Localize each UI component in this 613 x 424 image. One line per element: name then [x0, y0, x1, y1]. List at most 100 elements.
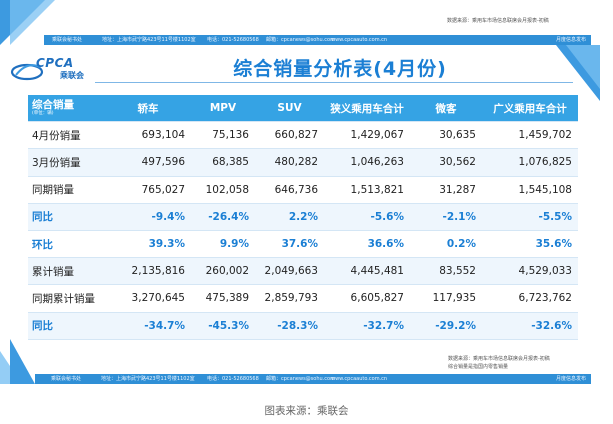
row-label: 环比: [28, 230, 105, 259]
table-cell: 765,027: [105, 176, 191, 204]
table-cell: 693,104: [105, 121, 191, 150]
table-cell: 2,049,663: [255, 257, 324, 286]
table-cell: -5.6%: [324, 203, 410, 231]
table-row: 3月份销量 497,596 68,385 480,282 1,046,263 30,562…: [28, 148, 578, 177]
table-cell: 2.2%: [255, 203, 324, 231]
table-cell: -45.3%: [191, 312, 255, 340]
table-cell: -32.6%: [482, 312, 578, 340]
table-cell: 9.9%: [191, 230, 255, 259]
row-label: 同期销量: [28, 176, 105, 204]
title-divider: [95, 82, 573, 83]
row-label: 3月份销量: [28, 148, 105, 177]
table-cell: 1,545,108: [482, 176, 578, 204]
table-cell: 660,827: [255, 121, 324, 150]
footer-phone: 电话：021-52680568: [207, 376, 259, 382]
table-cell: 475,389: [191, 284, 255, 313]
row-label: 同比: [28, 203, 105, 231]
data-source-top: 数据来源：乘用车市场信息联席会月报表-初稿: [447, 18, 549, 24]
table-cell: 6,605,827: [324, 284, 410, 313]
table-cell: -29.2%: [410, 312, 482, 340]
table-cell: 1,076,825: [482, 148, 578, 177]
table-cell: 37.6%: [255, 230, 324, 259]
row-label: 累计销量: [28, 257, 105, 286]
column-header: 狭义乘用车合计: [324, 95, 410, 123]
header-email: 邮箱：cpcanews@sohu.com: [266, 37, 335, 43]
row-label: 4月份销量: [28, 121, 105, 150]
table-cell: 4,445,481: [324, 257, 410, 286]
cpca-logo-icon: [10, 63, 44, 81]
table-header-row: 综合销量 (单位：辆) 轿车 MPV SUV 狭义乘用车合计 微客 广义乘用车合计: [28, 95, 578, 123]
table-cell: 30,562: [410, 148, 482, 177]
column-header: 轿车: [105, 95, 191, 123]
footer-email: 邮箱：cpcanews@sohu.com: [266, 376, 335, 382]
column-header: MPV: [191, 95, 255, 123]
table-cell: -32.7%: [324, 312, 410, 340]
table-cell: -26.4%: [191, 203, 255, 231]
table-cell: 2,135,816: [105, 257, 191, 286]
table-row: 同比 -9.4% -26.4% 2.2% -5.6% -2.1% -5.5%: [28, 203, 578, 231]
image-caption: 图表来源：乘联会: [264, 405, 349, 417]
table-cell: 1,429,067: [324, 121, 410, 150]
table-cell: 646,736: [255, 176, 324, 204]
corner-decoration-bottom-left: [10, 339, 35, 384]
table-cell: -2.1%: [410, 203, 482, 231]
column-header: 微客: [410, 95, 482, 123]
header-label: 综合销量: [32, 98, 74, 111]
table-cell: -34.7%: [105, 312, 191, 340]
table-cell: 35.6%: [482, 230, 578, 259]
table-row: 环比 39.3% 9.9% 37.6% 36.6% 0.2% 35.6%: [28, 230, 578, 259]
table-cell: 117,935: [410, 284, 482, 313]
sales-table: 综合销量 (单位：辆) 轿车 MPV SUV 狭义乘用车合计 微客 广义乘用车合计 4月份销量 6…: [28, 95, 578, 340]
table-cell: 1,459,702: [482, 121, 578, 150]
table-cell: 1,046,263: [324, 148, 410, 177]
table-cell: 36.6%: [324, 230, 410, 259]
table-row: 累计销量 2,135,816 260,002 2,049,663 4,445,481 83…: [28, 257, 578, 286]
footer-right-label: 月度信息发布: [556, 376, 587, 382]
header-label-cell: 综合销量 (单位：辆): [28, 95, 105, 123]
header-contact-bar: 乘联会秘书处 地址：上海市武宁路423号11号楼1102室 电话：021-526…: [44, 35, 591, 45]
header-address: 地址：上海市武宁路423号11号楼1102室: [102, 37, 196, 43]
footnote-line-2: 综合销量是指国内零售销量: [448, 364, 509, 370]
table-cell: 497,596: [105, 148, 191, 177]
logo-text: CPCA: [36, 56, 74, 70]
table-cell: 68,385: [191, 148, 255, 177]
table-cell: 0.2%: [410, 230, 482, 259]
table-cell: 30,635: [410, 121, 482, 150]
logo-subtext: 乘联会: [60, 71, 84, 80]
table-cell: -9.4%: [105, 203, 191, 231]
table-cell: 83,552: [410, 257, 482, 286]
table-cell: 2,859,793: [255, 284, 324, 313]
table-row: 同期累计销量 3,270,645 475,389 2,859,793 6,605,827…: [28, 284, 578, 313]
table-cell: 480,282: [255, 148, 324, 177]
sales-table-body: 综合销量 (单位：辆) 轿车 MPV SUV 狭义乘用车合计 微客 广义乘用车合计 4月份销量 6…: [28, 95, 578, 340]
corner-decoration-top-right-light: [566, 45, 600, 89]
column-header: 广义乘用车合计: [482, 95, 578, 123]
table-row: 4月份销量 693,104 75,136 660,827 1,429,067 30,635…: [28, 121, 578, 150]
header-org: 乘联会秘书处: [52, 37, 83, 43]
table-row: 同期销量 765,027 102,058 646,736 1,513,821 31,287…: [28, 176, 578, 204]
table-cell: 3,270,645: [105, 284, 191, 313]
page-title: 综合销量分析表(4月份): [233, 58, 447, 80]
row-label: 同比: [28, 312, 105, 340]
footer-contact-bar: 乘联会秘书处 地址：上海市武宁路423号11号楼1102室 电话：021-526…: [35, 374, 591, 384]
table-cell: 75,136: [191, 121, 255, 150]
header-right-label: 月度信息发布: [556, 37, 587, 43]
table-cell: 260,002: [191, 257, 255, 286]
column-header: SUV: [255, 95, 324, 123]
row-label: 同期累计销量: [28, 284, 105, 313]
table-cell: 39.3%: [105, 230, 191, 259]
table-cell: -28.3%: [255, 312, 324, 340]
footer-org: 乘联会秘书处: [51, 376, 82, 382]
header-unit: (单位：辆): [32, 110, 54, 116]
footnote-line-1: 数据来源：乘用车市场信息联席会月报表-初稿: [448, 356, 550, 362]
table-cell: 102,058: [191, 176, 255, 204]
table-cell: -5.5%: [482, 203, 578, 231]
table-row: 同比 -34.7% -45.3% -28.3% -32.7% -29.2% -32.6%: [28, 312, 578, 340]
table-cell: 6,723,762: [482, 284, 578, 313]
footer-website: www.cpcaauto.com.cn: [331, 376, 388, 382]
table-cell: 4,529,033: [482, 257, 578, 286]
header-phone: 电话：021-52680568: [207, 37, 259, 43]
footnote: 数据来源：乘用车市场信息联席会月报表-初稿 综合销量是指国内零售销量: [448, 355, 550, 371]
table-cell: 1,513,821: [324, 176, 410, 204]
